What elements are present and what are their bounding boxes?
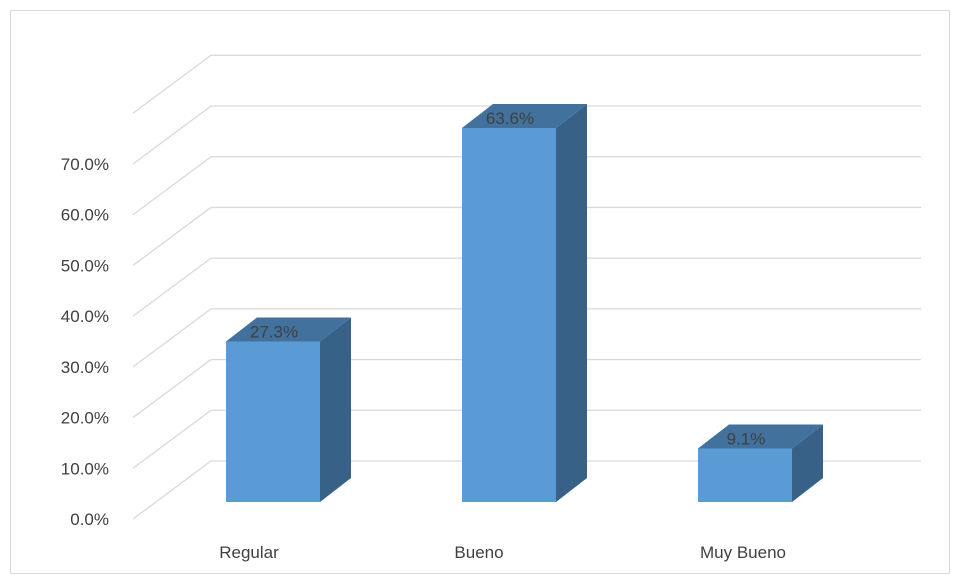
bar-front [462,128,556,502]
chart-area: 0.0% 10.0% 20.0% 30.0% 40.0% 50.0% 60.0% 70.0% … [10,10,950,574]
bar-top [698,424,823,449]
y-tick-label: 10.0% [61,459,109,478]
data-labels: 27.3% 63.6% 9.1% [250,109,765,448]
bar-front [698,448,792,502]
bar [462,104,587,502]
y-tick-label: 70.0% [61,155,109,174]
bar-side [792,424,823,502]
y-tick-label: 0.0% [70,510,109,529]
y-axis: 0.0% 10.0% 20.0% 30.0% 40.0% 50.0% 60.0% 70.0% [61,155,109,529]
data-label: 9.1% [727,429,766,448]
x-tick-label: Bueno [454,543,503,562]
bar-top [462,104,587,128]
y-tick-label: 20.0% [61,409,109,428]
y-tick-label: 40.0% [61,307,109,326]
y-tick-label: 50.0% [61,256,109,275]
y-tick-label: 60.0% [61,206,109,225]
bar [226,317,351,502]
gridline [132,54,921,114]
bar-side [556,104,587,502]
bar-chart: 0.0%10.0%20.0%30.0%40.0%50.0%60.0%70.0% … [61,54,921,562]
x-tick-label: Regular [219,543,279,562]
bar [698,424,823,502]
bars [226,104,823,502]
data-label: 63.6% [486,109,534,128]
bar-front [226,341,320,502]
bar-top [226,317,351,342]
y-tick-label: 30.0% [61,358,109,377]
x-tick-label: Muy Bueno [700,543,786,562]
data-label: 27.3% [250,322,298,341]
bar-side [320,317,351,502]
x-axis: Regular Bueno Muy Bueno [219,543,786,562]
